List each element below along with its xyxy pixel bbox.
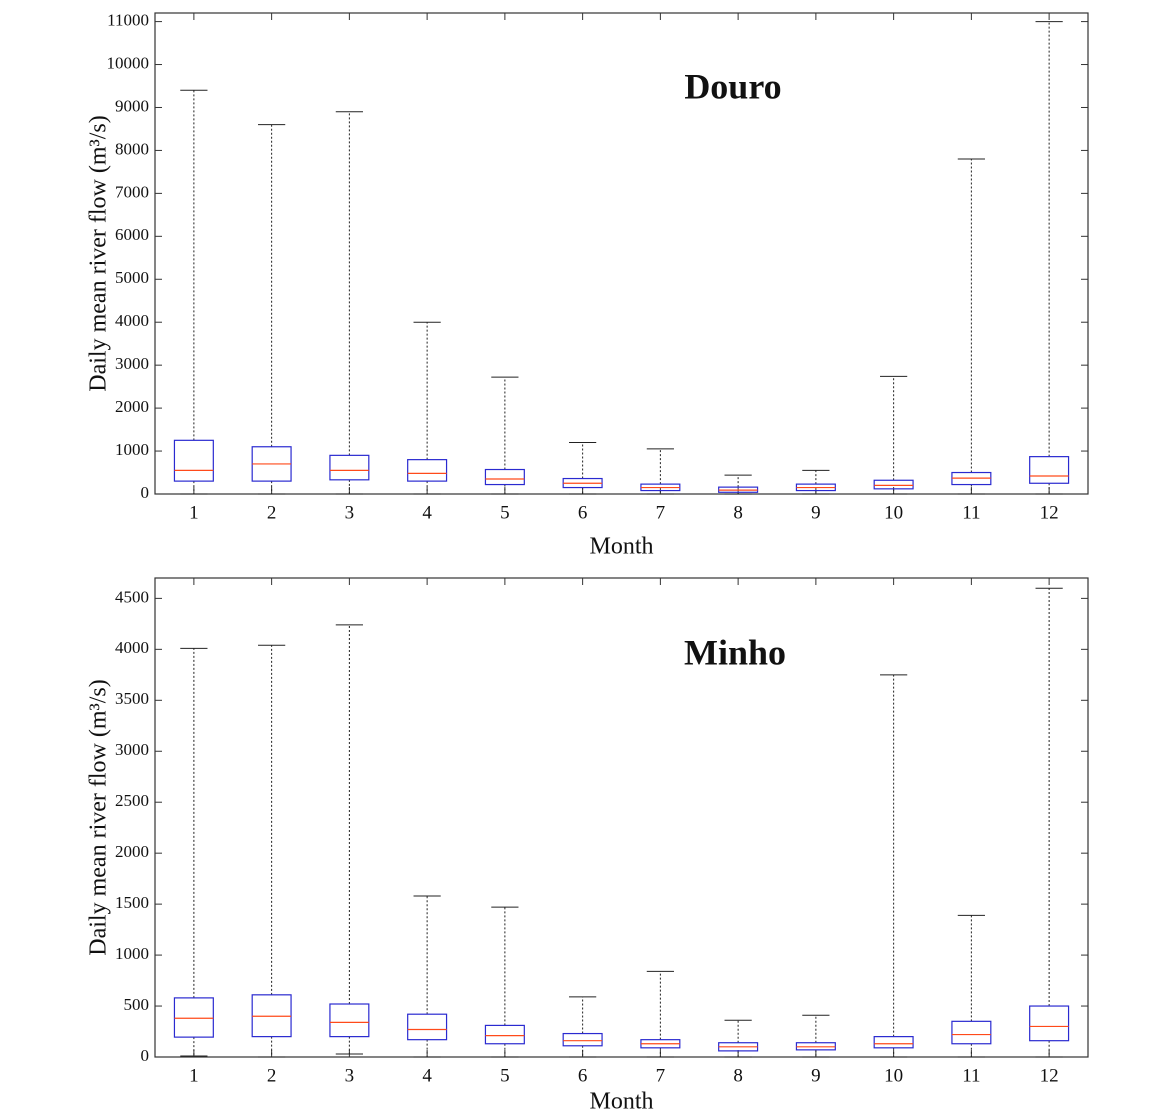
y-tick-label: 9000 — [115, 96, 149, 115]
y-tick-label: 2000 — [115, 842, 149, 861]
x-tick-label: 10 — [884, 502, 903, 523]
x-tick-label: 12 — [1040, 1065, 1059, 1086]
y-tick-label: 4500 — [115, 587, 149, 606]
box — [407, 459, 448, 482]
x-tick-label: 5 — [500, 1065, 510, 1086]
y-tick-label: 10000 — [107, 53, 150, 72]
y-tick-label: 500 — [124, 995, 150, 1014]
box — [873, 479, 914, 490]
x-tick-label: 11 — [962, 1065, 980, 1086]
x-tick-label: 9 — [811, 502, 821, 523]
x-axis-label: Month — [589, 534, 653, 560]
y-tick-label: 2500 — [115, 791, 149, 810]
y-tick-label: 3500 — [115, 689, 149, 708]
x-tick-label: 8 — [733, 1065, 743, 1086]
y-tick-label: 0 — [141, 483, 150, 502]
box — [484, 1024, 525, 1045]
x-tick-label: 12 — [1040, 502, 1059, 523]
y-axis-label: Daily mean river flow (m³/s) — [86, 115, 112, 391]
box — [873, 1036, 914, 1049]
chart-title: Minho — [684, 632, 786, 672]
y-tick-label: 8000 — [115, 139, 149, 158]
y-tick-label: 1500 — [115, 893, 149, 912]
x-tick-label: 3 — [345, 1065, 355, 1086]
box — [329, 454, 370, 481]
box — [1029, 1005, 1070, 1042]
x-tick-label: 10 — [884, 1065, 903, 1086]
y-tick-label: 4000 — [115, 638, 149, 657]
x-tick-label: 1 — [189, 502, 199, 523]
y-tick-label: 4000 — [115, 311, 149, 330]
y-tick-label: 1000 — [115, 440, 149, 459]
y-tick-label: 1000 — [115, 944, 149, 963]
y-tick-label: 3000 — [115, 354, 149, 373]
y-tick-label: 5000 — [115, 268, 149, 287]
chart-title: Douro — [684, 66, 781, 106]
box — [951, 1020, 992, 1045]
x-tick-label: 11 — [962, 502, 980, 523]
plot-frame — [154, 577, 1089, 1058]
x-tick-label: 7 — [656, 502, 666, 523]
box — [484, 468, 525, 486]
x-tick-label: 2 — [267, 1065, 277, 1086]
x-axis-label: Month — [589, 1089, 653, 1115]
box — [329, 1003, 370, 1038]
y-tick-label: 11000 — [107, 10, 149, 29]
y-axis-label: Daily mean river flow (m³/s) — [86, 679, 112, 955]
box — [173, 997, 214, 1038]
box — [562, 1032, 603, 1047]
x-tick-label: 3 — [345, 502, 355, 523]
y-tick-label: 2000 — [115, 397, 149, 416]
x-tick-label: 4 — [422, 1065, 432, 1086]
y-tick-label: 7000 — [115, 182, 149, 201]
box — [173, 439, 214, 482]
box — [407, 1013, 448, 1041]
box — [1029, 456, 1070, 484]
x-tick-label: 7 — [656, 1065, 666, 1086]
x-tick-label: 9 — [811, 1065, 821, 1086]
x-tick-label: 4 — [422, 502, 432, 523]
chart-panel: 0 1000 2000 3000 4000 5000 6000 7000 8000 9000 100… — [86, 10, 1089, 560]
y-tick-label: 0 — [141, 1046, 150, 1065]
x-tick-label: 2 — [267, 502, 277, 523]
x-tick-label: 1 — [189, 1065, 199, 1086]
x-tick-label: 8 — [733, 502, 743, 523]
x-tick-label: 5 — [500, 502, 510, 523]
x-tick-label: 6 — [578, 502, 588, 523]
x-tick-label: 6 — [578, 1065, 588, 1086]
y-tick-label: 6000 — [115, 225, 149, 244]
y-tick-label: 3000 — [115, 740, 149, 759]
plot-frame — [154, 12, 1089, 495]
